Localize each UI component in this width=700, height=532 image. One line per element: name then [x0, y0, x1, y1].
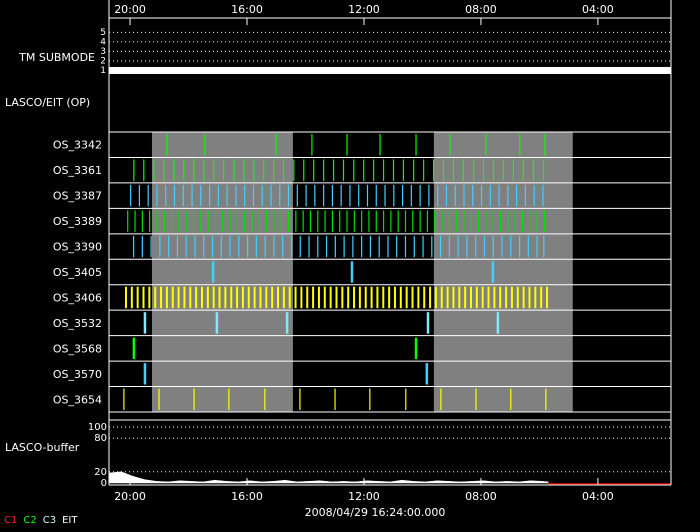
legend-entry: C2 — [23, 515, 36, 526]
x-tick-label: 08:00 — [465, 3, 497, 16]
row-label: OS_3406 — [53, 291, 102, 304]
x-tick-label: 04:00 — [582, 490, 614, 503]
row-label: OS_3390 — [53, 241, 102, 254]
submode-bar — [109, 66, 671, 74]
x-tick-label: 16:00 — [231, 3, 263, 16]
row-label: OS_3361 — [53, 164, 102, 177]
x-tick-label: 20:00 — [114, 490, 146, 503]
legend-entry: EIT — [62, 515, 78, 526]
x-tick-label: 12:00 — [348, 490, 380, 503]
buffer-tick-label: 20 — [94, 467, 107, 478]
submode-label: TM SUBMODE — [18, 51, 95, 64]
timestamp: 2008/04/29 16:24:00.000 — [305, 506, 446, 519]
x-tick-label: 08:00 — [465, 490, 497, 503]
row-label: OS_3405 — [53, 266, 102, 279]
submode-tick-label: 1 — [100, 66, 106, 76]
x-tick-label: 16:00 — [231, 490, 263, 503]
shaded-period — [151, 132, 293, 412]
buffer-area — [109, 471, 549, 484]
buffer-tick-label: 0 — [101, 478, 107, 489]
submode-tick-label: 3 — [100, 47, 106, 57]
section-label: LASCO/EIT (OP) — [5, 96, 90, 109]
legend-entry: C1 — [4, 515, 17, 526]
row-label: OS_3389 — [53, 215, 102, 228]
x-tick-label: 04:00 — [582, 3, 614, 16]
buffer-tick-label: 80 — [94, 433, 107, 444]
submode-tick-label: 2 — [100, 56, 106, 66]
row-label: OS_3654 — [53, 393, 102, 406]
submode-tick-label: 5 — [100, 28, 106, 38]
x-tick-label: 20:00 — [114, 3, 146, 16]
legend-entry: C3 — [43, 515, 56, 526]
buffer-tick-label: 100 — [88, 422, 107, 433]
row-label: OS_3568 — [53, 342, 102, 355]
row-label: OS_3342 — [53, 139, 102, 152]
row-label: OS_3387 — [53, 190, 102, 203]
buffer-label: LASCO-buffer — [5, 441, 80, 454]
row-label: OS_3532 — [53, 317, 102, 330]
x-tick-label: 12:00 — [348, 3, 380, 16]
row-label: OS_3570 — [53, 368, 102, 381]
submode-tick-label: 4 — [100, 37, 106, 47]
